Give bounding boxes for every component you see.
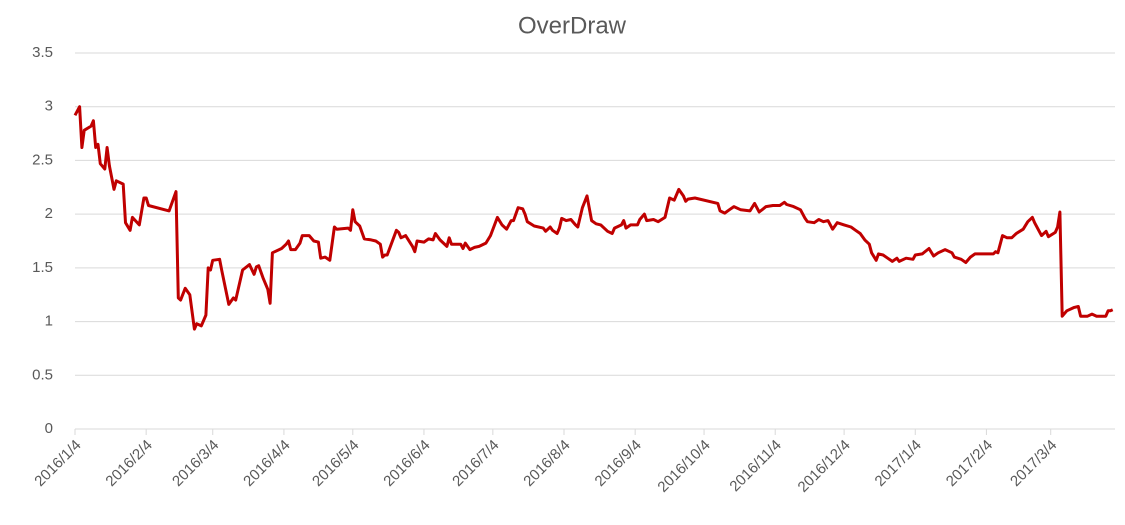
x-tick-label: 2017/2/4 [943,437,996,490]
x-tick-label: 2017/1/4 [872,437,925,490]
y-tick-label: 3.5 [32,44,53,61]
y-tick-label: 3 [45,98,53,115]
y-tick-label: 1.5 [32,259,53,276]
y-tick-label: 0.5 [32,366,53,383]
x-tick-label: 2016/12/4 [795,437,854,496]
y-tick-label: 0 [45,420,53,437]
x-tick-label: 2016/9/4 [592,437,645,490]
x-tick-label: 2016/3/4 [169,437,222,490]
data-line [73,105,1114,331]
chart-title: OverDraw [518,12,627,39]
y-tick-label: 1 [45,313,53,330]
x-tick-label: 2017/3/4 [1007,437,1060,490]
x-tick-label: 2016/1/4 [31,437,84,490]
x-tick-label: 2016/8/4 [520,437,573,490]
y-tick-label: 2.5 [32,151,53,168]
x-tick-label: 2016/5/4 [309,437,362,490]
x-tick-label: 2016/6/4 [380,437,433,490]
x-tick-label: 2016/2/4 [102,437,155,490]
x-tick-label: 2016/4/4 [240,437,293,490]
x-tick-label: 2016/7/4 [449,437,502,490]
x-tick-label: 2016/10/4 [654,437,713,496]
y-tick-label: 2 [45,205,53,222]
x-tick-label: 2016/11/4 [726,437,784,495]
